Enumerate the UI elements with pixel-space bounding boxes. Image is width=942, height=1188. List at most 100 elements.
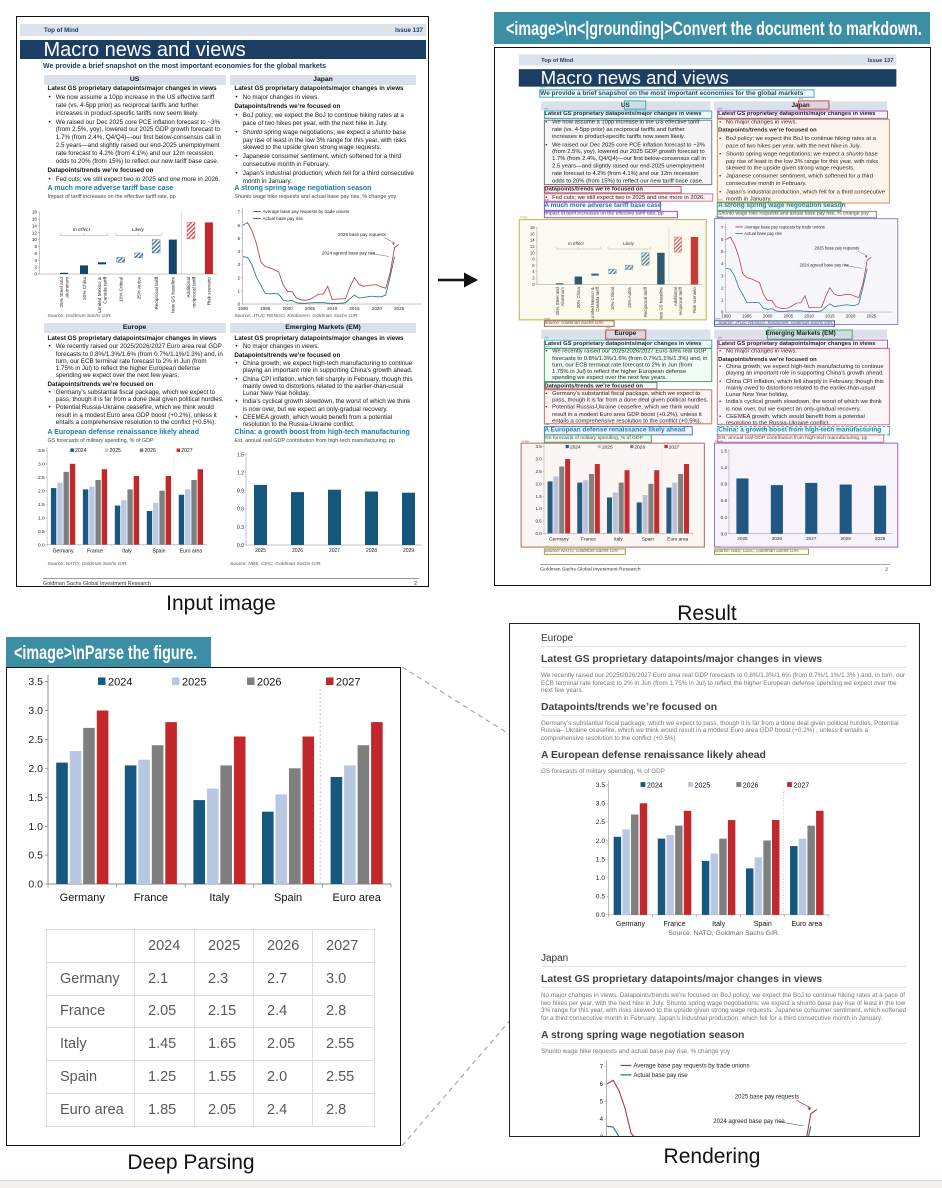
svg-text:2000: 2000: [282, 306, 293, 311]
svg-text:1.0: 1.0: [38, 515, 45, 521]
svg-text:Actual base pay rise: Actual base pay rise: [263, 216, 304, 221]
svg-text:Euro area: Euro area: [180, 549, 203, 555]
svg-text:Italy: Italy: [614, 537, 623, 543]
svg-text:25% Steel andAluminum: 25% Steel andAluminum: [59, 277, 69, 308]
svg-text:Germany: Germany: [53, 549, 74, 555]
svg-text:1990: 1990: [238, 306, 249, 311]
svg-text:Germany: Germany: [60, 892, 106, 904]
svg-text:5: 5: [721, 249, 724, 254]
svg-text:14: 14: [530, 238, 535, 243]
svg-text:0.5: 0.5: [536, 519, 543, 524]
svg-text:25% Steel andAluminum: 25% Steel andAluminum: [555, 287, 565, 316]
svg-text:Limited Mexico &Canada tariff: Limited Mexico &Canada tariff: [590, 286, 600, 320]
svg-text:16: 16: [32, 217, 38, 222]
svg-text:2025: 2025: [695, 782, 711, 789]
svg-text:0.0: 0.0: [596, 912, 606, 919]
svg-text:3.5: 3.5: [536, 444, 543, 449]
svg-text:0: 0: [721, 310, 724, 315]
svg-text:2027: 2027: [669, 444, 680, 450]
svg-text:25% Autos: 25% Autos: [627, 287, 632, 308]
svg-text:1.5: 1.5: [536, 494, 543, 499]
svg-text:0.0: 0.0: [38, 542, 45, 548]
svg-text:Average base pay requests by t: Average base pay requests by trade union…: [633, 1064, 749, 1070]
svg-text:6: 6: [237, 223, 240, 228]
svg-text:1.0: 1.0: [536, 506, 543, 511]
svg-text:Germany: Germany: [549, 537, 569, 543]
svg-text:3.0: 3.0: [28, 705, 43, 717]
svg-text:Germany: Germany: [616, 921, 646, 928]
svg-text:Euro area: Euro area: [333, 892, 382, 904]
svg-text:2026: 2026: [257, 677, 281, 689]
svg-text:2025: 2025: [737, 536, 748, 541]
svg-text:0.3: 0.3: [721, 515, 728, 520]
svg-text:12: 12: [530, 244, 535, 249]
svg-text:Spain: Spain: [152, 549, 165, 555]
svg-text:Actual base pay rise: Actual base pay rise: [633, 1073, 688, 1079]
svg-text:2025: 2025: [394, 306, 405, 311]
svg-text:2015: 2015: [825, 314, 835, 319]
svg-text:Euro area: Euro area: [791, 921, 822, 928]
svg-text:0.9: 0.9: [721, 482, 728, 487]
svg-text:10% Critical: 10% Critical: [119, 277, 124, 302]
svg-text:2027: 2027: [181, 448, 193, 454]
svg-text:4: 4: [34, 258, 37, 263]
svg-text:4: 4: [721, 261, 724, 266]
svg-text:0.0: 0.0: [721, 531, 728, 536]
svg-text:1.5: 1.5: [596, 857, 606, 864]
svg-text:Average base pay requests by t: Average base pay requests by trade union…: [744, 225, 825, 230]
svg-text:14: 14: [32, 223, 38, 228]
svg-text:Risk scenario: Risk scenario: [207, 277, 212, 306]
svg-text:Risk scenario: Risk scenario: [692, 287, 697, 313]
svg-text:2025 base pay requests: 2025 base pay requests: [735, 1095, 799, 1101]
svg-text:2.0: 2.0: [536, 481, 543, 486]
svg-text:Spain: Spain: [754, 921, 772, 928]
svg-text:20% China: 20% China: [576, 287, 581, 309]
svg-text:2027: 2027: [329, 548, 340, 554]
svg-text:2025: 2025: [255, 548, 266, 554]
svg-text:0.0: 0.0: [237, 543, 244, 549]
svg-text:Italy: Italy: [209, 892, 230, 904]
svg-text:1.0: 1.0: [596, 875, 606, 882]
svg-text:1.2: 1.2: [721, 465, 728, 470]
svg-text:4: 4: [600, 1116, 604, 1123]
svg-text:2024: 2024: [647, 782, 663, 789]
svg-text:2.0: 2.0: [38, 488, 45, 494]
svg-text:0.6: 0.6: [721, 498, 728, 503]
svg-text:2010: 2010: [804, 314, 814, 319]
svg-text:18: 18: [32, 210, 38, 215]
svg-text:3.5: 3.5: [28, 676, 43, 688]
svg-text:2026: 2026: [292, 548, 303, 554]
svg-text:2020: 2020: [372, 306, 383, 311]
svg-text:0.5: 0.5: [596, 894, 606, 901]
svg-text:10: 10: [32, 237, 38, 242]
svg-text:7: 7: [237, 210, 240, 215]
svg-text:Reciprocal tariff: Reciprocal tariff: [154, 276, 159, 309]
svg-text:10% Critical: 10% Critical: [610, 287, 615, 310]
svg-text:Actual base pay rise: Actual base pay rise: [744, 231, 782, 236]
svg-text:3.5: 3.5: [596, 782, 606, 789]
svg-text:Spain: Spain: [274, 892, 302, 904]
svg-text:Likely: Likely: [623, 241, 635, 246]
svg-text:Limited Mexico &Canada tariff: Limited Mexico &Canada tariff: [97, 276, 107, 313]
svg-text:2025: 2025: [110, 448, 122, 454]
svg-text:2028: 2028: [366, 548, 377, 554]
svg-text:2024 agreed base pay rise: 2024 agreed base pay rise: [800, 263, 850, 268]
svg-text:2020: 2020: [846, 314, 856, 319]
svg-text:2010: 2010: [327, 306, 338, 311]
svg-text:2005: 2005: [784, 314, 794, 319]
svg-text:2029: 2029: [403, 548, 414, 554]
svg-text:2026: 2026: [635, 444, 646, 450]
svg-text:3: 3: [237, 262, 240, 267]
svg-text:2000: 2000: [763, 314, 773, 319]
svg-text:New GS baseline: New GS baseline: [659, 287, 664, 321]
svg-text:1.5: 1.5: [721, 448, 728, 453]
svg-text:2025 base pay requests: 2025 base pay requests: [338, 232, 387, 237]
svg-text:Italy: Italy: [122, 549, 132, 555]
svg-text:0.0: 0.0: [536, 531, 543, 536]
svg-text:Average base pay requests by t: Average base pay requests by trade union…: [263, 209, 350, 214]
svg-text:0.6: 0.6: [237, 507, 244, 513]
svg-text:1.5: 1.5: [38, 502, 45, 508]
svg-text:1.5: 1.5: [237, 453, 244, 459]
svg-text:7: 7: [600, 1063, 604, 1070]
svg-text:2027: 2027: [336, 677, 360, 689]
